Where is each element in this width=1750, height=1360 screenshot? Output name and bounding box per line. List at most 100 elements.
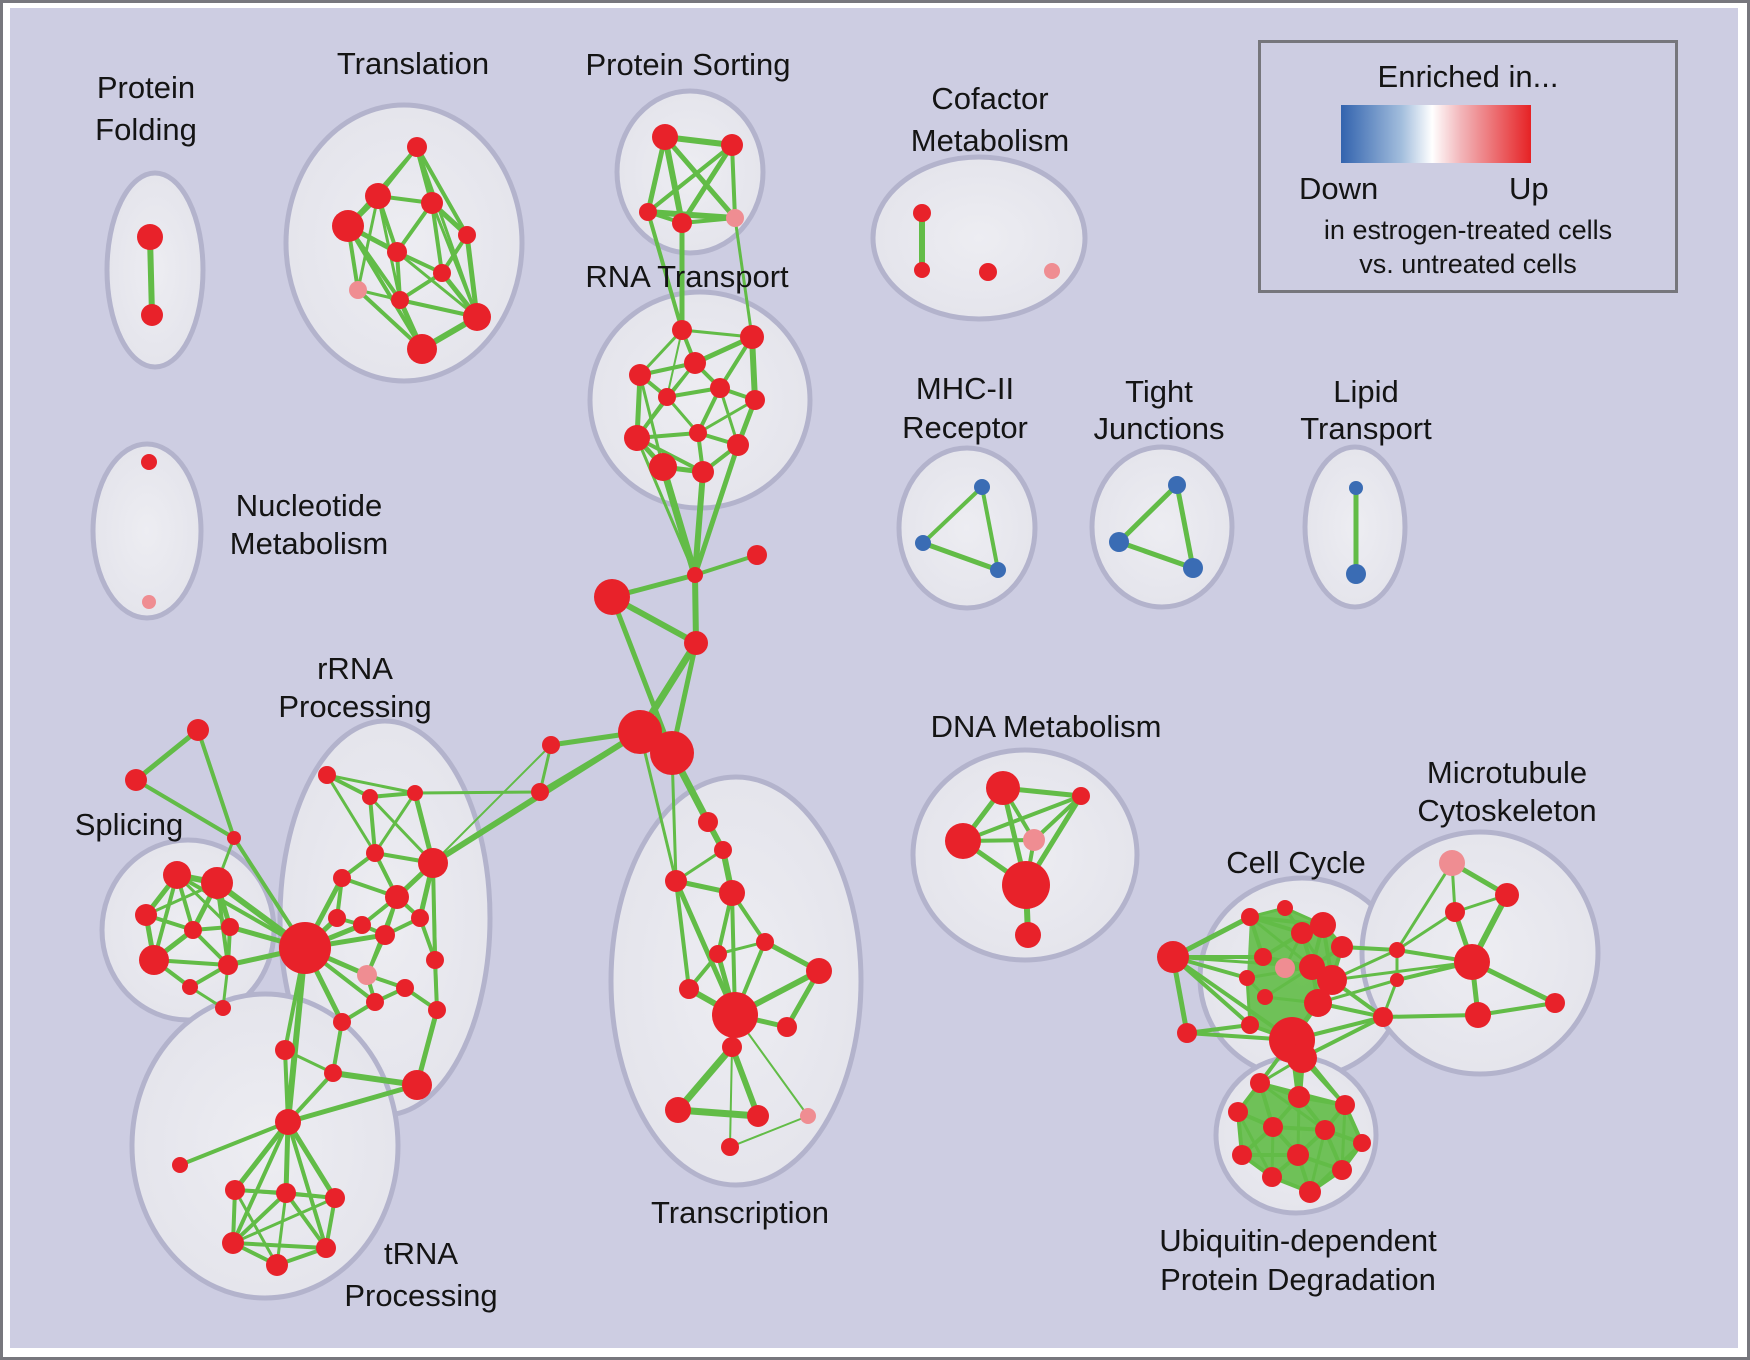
connectors-node-up (542, 736, 560, 754)
trna-processing-edge (286, 1120, 328, 1250)
microtubule-cytoskeleton-label: Microtubule (1427, 755, 1587, 790)
protein-sorting-edge (679, 142, 735, 226)
rrna-processing-node-up (279, 922, 331, 974)
rrna-processing-node-up (428, 1001, 446, 1019)
translation-edge (415, 145, 479, 319)
cell-cycle-edge (1185, 1023, 1252, 1035)
ubiquitin-dependent-protein-degradation-node-up (1262, 1167, 1282, 1187)
protein-folding-edge (147, 234, 155, 318)
mhc-ii-receptor-label: MHC-II (916, 371, 1014, 406)
trna-processing-label: tRNA (384, 1236, 458, 1271)
transcription-node-up (698, 812, 718, 832)
cofactor-metabolism-node-up (913, 204, 931, 222)
rrna-processing-node-up (366, 993, 384, 1011)
transcription-label: Transcription (651, 1195, 829, 1230)
transcription-edge (674, 879, 691, 991)
cell-cycle-node-up (1257, 989, 1273, 1005)
rrna-processing-edge (368, 795, 435, 865)
cell-cycle-node-up (1310, 912, 1336, 938)
splicing-node-up (227, 831, 241, 845)
dna-metabolism-node-up (1072, 787, 1090, 805)
ubiquitin-dependent-protein-degradation-label: Protein Degradation (1160, 1262, 1436, 1297)
tight-junctions-node-down (1109, 532, 1129, 552)
protein-folding-group-ellipse (104, 170, 206, 370)
cell-cycle-node-up (1157, 941, 1189, 973)
translation-node-up (407, 334, 437, 364)
transcription-edge (729, 1044, 761, 1119)
trna-processing-edge (284, 1191, 328, 1250)
dna-metabolism-node-up (945, 823, 981, 859)
protein-folding-label: Folding (95, 112, 197, 147)
mhc-ii-receptor-node-down (915, 535, 931, 551)
microtubule-cytoskeleton-node-up (1495, 883, 1519, 907)
trna-processing-node-up (275, 1109, 301, 1135)
splicing-edge (134, 778, 236, 840)
cell-cycle-node-up (1304, 989, 1332, 1017)
connectors-node-up (747, 545, 767, 565)
trna-processing-edge (232, 1119, 291, 1193)
trna-processing-edge (233, 1188, 279, 1267)
lipid-transport-label: Lipid (1333, 374, 1399, 409)
translation-edge (346, 224, 424, 351)
legend-down-label: Down (1299, 171, 1379, 206)
splicing-edge (133, 727, 201, 783)
translation-edge (395, 250, 479, 319)
rrna-processing-node-up (328, 909, 346, 927)
ubiquitin-dependent-protein-degradation-edge (1258, 1081, 1327, 1132)
splicing-node-up (221, 918, 239, 936)
translation-node-up (391, 291, 409, 309)
microtubule-cytoskeleton-node-up (1465, 1002, 1491, 1028)
splicing-node-up (139, 945, 169, 975)
trna-processing-group-ellipse (129, 991, 401, 1301)
cell-cycle-node-up (1239, 970, 1255, 986)
rrna-processing-node-up (411, 909, 429, 927)
nucleotide-metabolism-label: Nucleotide (236, 488, 382, 523)
splicing-node-up (201, 867, 233, 899)
translation-node-up (365, 183, 391, 209)
translation-node-up (387, 242, 407, 262)
ubiquitin-dependent-protein-degradation-node-up (1332, 1160, 1352, 1180)
transcription-node-up (747, 1105, 769, 1127)
connectors-node-up (594, 579, 630, 615)
splicing-node-up (184, 921, 202, 939)
rrna-processing-node-up (426, 951, 444, 969)
trna-processing-node-up (325, 1188, 345, 1208)
rna-transport-node-up (740, 325, 764, 349)
rrna-processing-label: rRNA (317, 651, 393, 686)
dna-metabolism-node-up-light (1023, 829, 1045, 851)
link-edge (638, 730, 678, 883)
dna-metabolism-label: DNA Metabolism (931, 709, 1162, 744)
splicing-node-up (125, 769, 147, 791)
trna-processing-edge (285, 1119, 338, 1201)
link-edge (413, 790, 542, 795)
translation-edge (356, 194, 380, 292)
cofactor-metabolism-node-up (914, 262, 930, 278)
rrna-processing-edge (431, 861, 439, 1012)
microtubule-cytoskeleton-label: Cytoskeleton (1417, 793, 1596, 828)
cell-cycle-node-up (1373, 1007, 1393, 1027)
microtubule-cytoskeleton-node-up (1445, 902, 1465, 922)
cofactor-metabolism-label: Metabolism (911, 123, 1070, 158)
rrna-processing-edge (368, 795, 377, 855)
cell-cycle-node-up (1241, 1016, 1259, 1034)
tight-junctions-node-down (1168, 476, 1186, 494)
connectors-node-up (684, 631, 708, 655)
splicing-label: Splicing (75, 807, 184, 842)
rrna-processing-node-up (418, 848, 448, 878)
rna-transport-node-up (684, 352, 706, 374)
trna-processing-label: Processing (344, 1278, 497, 1313)
transcription-node-up (665, 1097, 691, 1123)
rna-transport-label: RNA Transport (585, 259, 789, 294)
protein-sorting-node-up (639, 203, 657, 221)
trna-processing-node-up (172, 1157, 188, 1173)
protein-sorting-edge (662, 134, 738, 221)
splicing-node-up (218, 955, 238, 975)
rna-transport-edge (696, 398, 757, 435)
protein-sorting-edge (730, 143, 737, 220)
legend-gradient-bar (1341, 105, 1531, 163)
rrna-processing-edge (325, 773, 377, 855)
tight-junctions-group-ellipse (1089, 444, 1235, 610)
link-edge (692, 442, 741, 578)
link-edge (659, 463, 699, 579)
